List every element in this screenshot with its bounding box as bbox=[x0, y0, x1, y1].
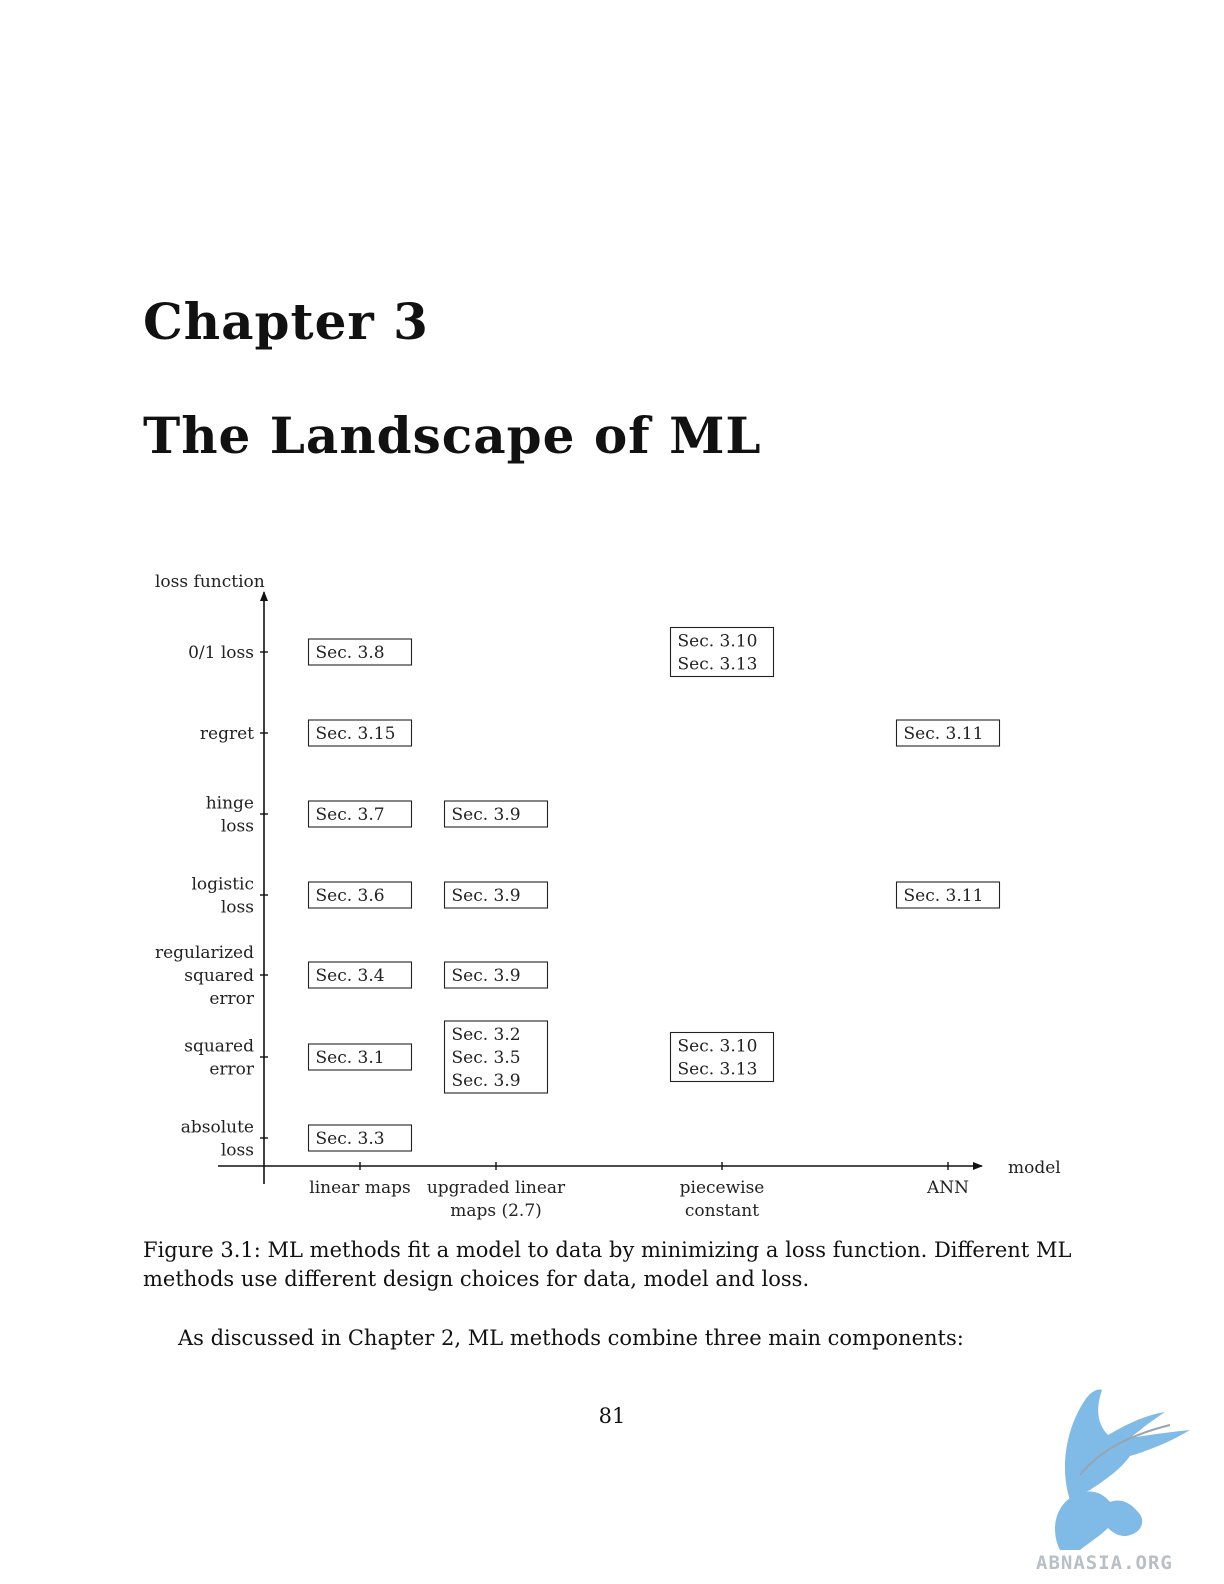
section-box: Sec. 3.10 Sec. 3.13 bbox=[669, 1031, 775, 1083]
section-ref: Sec. 3.7 bbox=[316, 805, 385, 825]
section-ref: Sec. 3.2 bbox=[452, 1025, 521, 1045]
y-tick-label: error bbox=[209, 1060, 255, 1080]
griffin-body bbox=[1055, 1491, 1143, 1550]
section-box: Sec. 3.7 bbox=[307, 800, 413, 828]
y-tick-label: regret bbox=[200, 724, 254, 744]
x-tick-label: linear maps bbox=[309, 1178, 410, 1198]
section-box: Sec. 3.1 bbox=[307, 1043, 413, 1071]
section-ref: Sec. 3.15 bbox=[316, 724, 396, 744]
section-box-frame bbox=[669, 626, 775, 678]
section-box: Sec. 3.9 bbox=[443, 961, 549, 989]
figure-caption: Figure 3.1: ML methods fit a model to da… bbox=[143, 1238, 1072, 1291]
section-box: Sec. 3.4 bbox=[307, 961, 413, 989]
section-box-frame bbox=[443, 800, 549, 828]
section-box-frame bbox=[895, 719, 1001, 747]
section-box: Sec. 3.11 bbox=[895, 719, 1001, 747]
y-tick-label: loss bbox=[221, 1141, 254, 1161]
section-box-frame bbox=[307, 638, 413, 666]
chapter-title: The Landscape of ML bbox=[143, 406, 762, 465]
section-box-frame bbox=[307, 961, 413, 989]
y-tick-label: loss bbox=[221, 898, 254, 918]
section-box-frame bbox=[895, 881, 1001, 909]
griffin-logo bbox=[1055, 1389, 1190, 1550]
y-tick-label: regularized bbox=[155, 943, 254, 963]
y-tick-label: 0/1 loss bbox=[188, 643, 254, 663]
section-ref: Sec. 3.4 bbox=[316, 966, 385, 986]
chapter-label: Chapter 3 bbox=[143, 292, 429, 351]
section-box-frame bbox=[307, 800, 413, 828]
section-ref: Sec. 3.13 bbox=[678, 655, 758, 675]
y-tick-label: loss bbox=[221, 817, 254, 837]
section-ref: Sec. 3.9 bbox=[452, 1071, 521, 1091]
x-tick-label: upgraded linear bbox=[427, 1178, 566, 1198]
section-ref: Sec. 3.9 bbox=[452, 966, 521, 986]
section-ref: Sec. 3.10 bbox=[678, 632, 758, 652]
section-ref: Sec. 3.9 bbox=[452, 886, 521, 906]
section-ref: Sec. 3.9 bbox=[452, 805, 521, 825]
y-tick-label: absolute bbox=[181, 1118, 254, 1138]
y-tick-label: squared bbox=[184, 1037, 254, 1057]
section-box: Sec. 3.10 Sec. 3.13 bbox=[669, 626, 775, 678]
y-tick-label: squared bbox=[184, 966, 254, 986]
x-tick-label: ANN bbox=[926, 1178, 969, 1198]
griffin-wing bbox=[1065, 1389, 1190, 1500]
section-box: Sec. 3.8 bbox=[307, 638, 413, 666]
body-paragraph: As discussed in Chapter 2, ML methods co… bbox=[178, 1326, 964, 1350]
section-box: Sec. 3.11 bbox=[895, 881, 1001, 909]
section-ref: Sec. 3.1 bbox=[316, 1048, 385, 1068]
page-number: 81 bbox=[598, 1404, 626, 1428]
section-box: Sec. 3.6 bbox=[307, 881, 413, 909]
y-tick-label: hinge bbox=[206, 794, 254, 814]
section-box-frame bbox=[443, 881, 549, 909]
section-box-frame bbox=[307, 1043, 413, 1071]
loss-model-diagram: loss function model 0/1 loss regret hinge l… bbox=[155, 572, 1061, 1221]
section-ref: Sec. 3.11 bbox=[904, 886, 984, 906]
y-tick-label: error bbox=[209, 989, 255, 1009]
y-axis-title: loss function bbox=[155, 572, 265, 592]
section-box-frame bbox=[307, 881, 413, 909]
section-box: Sec. 3.2 Sec. 3.5 Sec. 3.9 bbox=[443, 1020, 549, 1094]
section-box: Sec. 3.9 bbox=[443, 881, 549, 909]
x-tick-label: constant bbox=[685, 1201, 759, 1221]
section-ref: Sec. 3.11 bbox=[904, 724, 984, 744]
x-tick-label: maps (2.7) bbox=[450, 1201, 542, 1221]
section-box-frame bbox=[307, 719, 413, 747]
watermark-text: ABNASIA.ORG bbox=[1036, 1552, 1173, 1574]
section-box-frame bbox=[443, 961, 549, 989]
section-box-frame bbox=[307, 1124, 413, 1152]
section-ref: Sec. 3.5 bbox=[452, 1048, 521, 1068]
griffin-feather-line bbox=[1079, 1424, 1171, 1476]
section-ref: Sec. 3.3 bbox=[316, 1129, 385, 1149]
section-box: Sec. 3.9 bbox=[443, 800, 549, 828]
section-ref: Sec. 3.10 bbox=[678, 1037, 758, 1057]
section-ref: Sec. 3.6 bbox=[316, 886, 385, 906]
section-ref: Sec. 3.8 bbox=[316, 643, 385, 663]
section-box-frame bbox=[669, 1031, 775, 1083]
x-axis-title: model bbox=[1008, 1158, 1061, 1178]
section-box: Sec. 3.15 bbox=[307, 719, 413, 747]
x-tick-label: piecewise bbox=[680, 1178, 765, 1198]
y-tick-label: logistic bbox=[191, 875, 254, 895]
section-box: Sec. 3.3 bbox=[307, 1124, 413, 1152]
section-box-frame bbox=[443, 1020, 549, 1094]
section-ref: Sec. 3.13 bbox=[678, 1060, 758, 1080]
